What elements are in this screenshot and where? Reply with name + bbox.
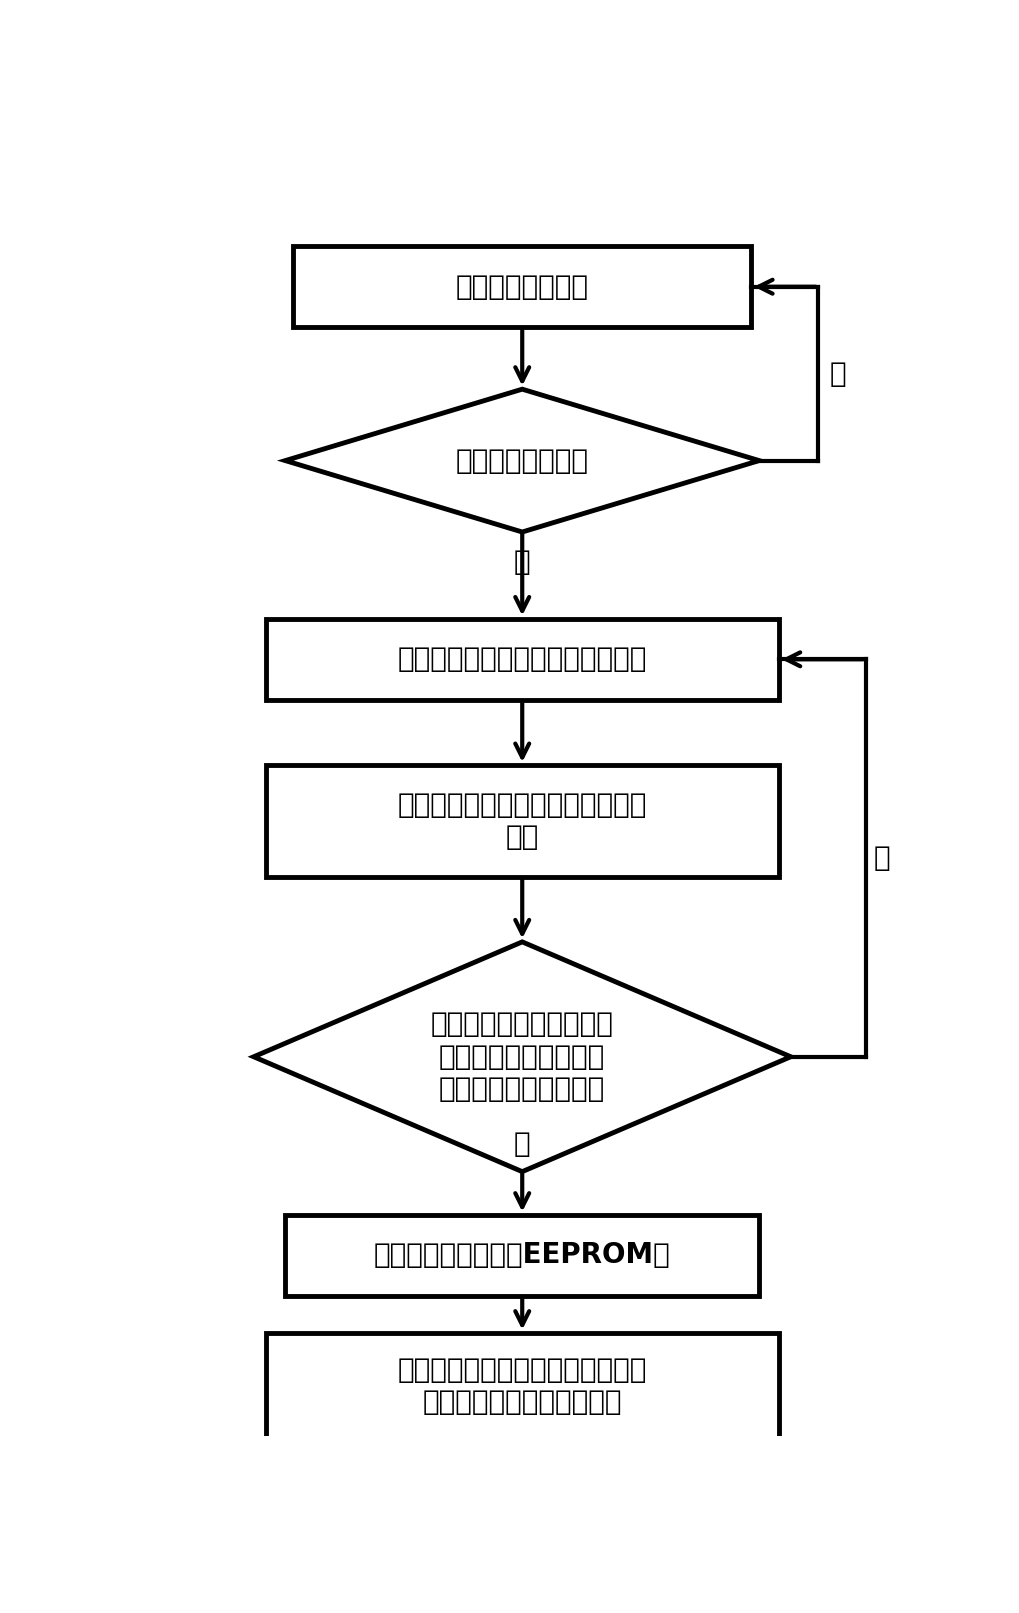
Polygon shape: [285, 389, 759, 532]
Text: 连续多次采集压差传感器的测量值: 连续多次采集压差传感器的测量值: [397, 645, 647, 673]
Bar: [266, 619, 779, 700]
Text: 是: 是: [514, 1129, 531, 1158]
Text: 检测发动机的状态: 检测发动机的状态: [455, 273, 589, 300]
Bar: [266, 765, 779, 877]
Text: 将平均值存入车辆的EEPROM中: 将平均值存入车辆的EEPROM中: [374, 1242, 671, 1269]
Polygon shape: [254, 942, 791, 1171]
Text: 将平均值进行限压处理，
确保平均值处于压差上
限值和压差下限值之间: 将平均值进行限压处理， 确保平均值处于压差上 限值和压差下限值之间: [431, 1010, 613, 1103]
Bar: [293, 247, 751, 327]
Bar: [285, 1215, 759, 1295]
Text: 否: 否: [829, 360, 847, 387]
Text: 利用平均值对车辆行车过程中的压
差传感器的测量值进行修正: 利用平均值对车辆行车过程中的压 差传感器的测量值进行修正: [397, 1355, 647, 1416]
Bar: [266, 1332, 779, 1439]
Text: 将多次采集的测量值进行求平均值
处理: 将多次采集的测量值进行求平均值 处理: [397, 790, 647, 852]
Text: 否: 否: [873, 844, 890, 873]
Text: 判断车辆是否停车: 判断车辆是否停车: [455, 447, 589, 474]
Text: 是: 是: [514, 548, 531, 576]
